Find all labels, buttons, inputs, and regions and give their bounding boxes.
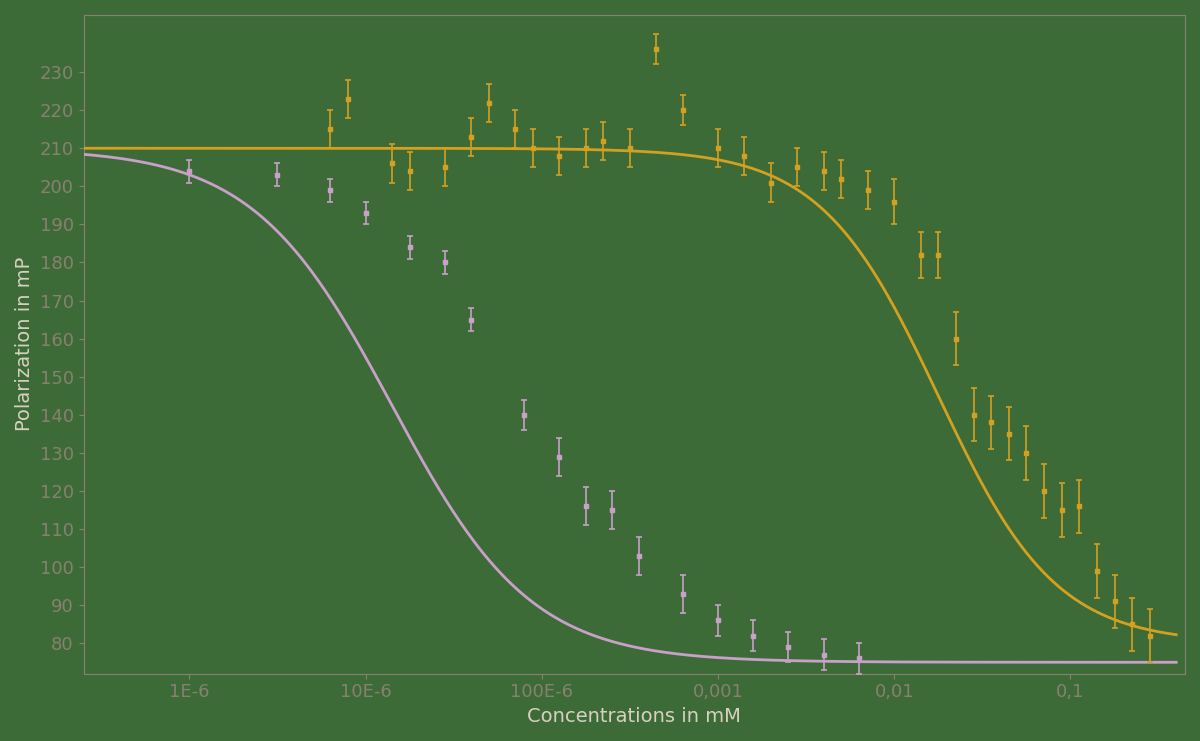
X-axis label: Concentrations in mM: Concentrations in mM [527,707,742,726]
Y-axis label: Polarization in mP: Polarization in mP [14,257,34,431]
